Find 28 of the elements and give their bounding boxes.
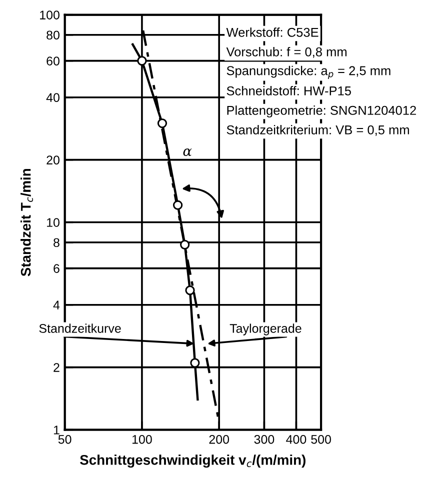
y-axis-title: Standzeit T$_{c}$/min [20,168,34,276]
annotation: Taylorgerade [230,324,302,336]
y-tick-label: 20 [46,156,60,164]
y-tick-label: 1 [54,426,60,434]
annotation: Spanungsdicke: a$_{p}$ = 2,5 mm [226,66,390,80]
x-tick-label: 500 [311,434,331,444]
x-axis-title: Schnittgeschwindigkeit v$_{c}$/(m/min) [80,454,306,468]
x-tick-label: 200 [209,434,230,444]
y-tick-label: 100 [40,10,60,20]
y-tick-label: 80 [46,30,60,40]
y-tick-label: 6 [54,264,60,273]
y-tick-label: 2 [54,363,60,372]
annotation: Standzeitkriterium: VB = 0,5 mm [226,125,409,136]
annotation: Vorschub: f = 0,8 mm [226,47,346,58]
x-tick-label: 300 [254,434,274,444]
annotation: Werkstoff: C53E [226,28,318,37]
y-tick-label: 40 [46,93,60,102]
y-tick-label: 60 [46,56,60,66]
x-tick-label: 50 [58,434,72,444]
annotation: Schneidstoff: HW-P15 [226,86,351,96]
x-tick-label: 400 [286,434,306,444]
annotation: α [183,148,192,156]
y-tick-label: 8 [54,238,60,248]
y-tick-label: 4 [53,300,60,310]
y-tick-label: 10 [47,218,60,227]
annotation: Standzeitkurve [39,324,121,333]
annotation: Plattengeometrie: SNGN1204012 [227,106,416,118]
x-tick-label: 100 [132,434,152,444]
